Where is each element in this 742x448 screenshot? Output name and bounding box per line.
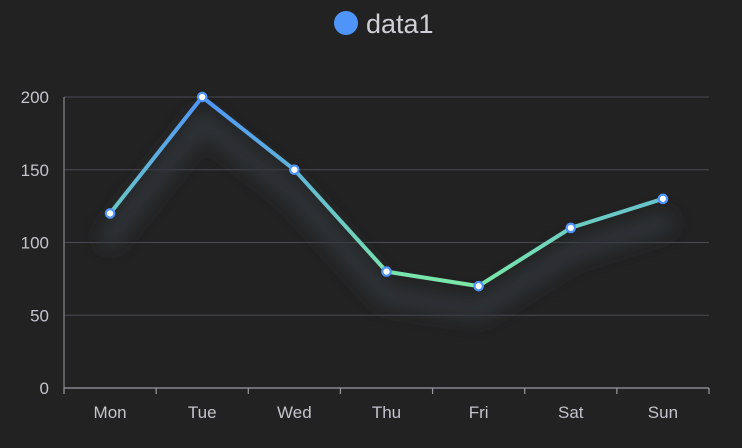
x-tick-label: Sun [648, 403, 678, 422]
legend[interactable]: data1 [334, 9, 434, 39]
x-tick-label: Tue [188, 403, 217, 422]
y-tick-label: 50 [30, 306, 49, 325]
legend-label-data1: data1 [366, 9, 434, 39]
y-tick-label: 200 [21, 88, 49, 107]
y-tick-label: 0 [40, 379, 49, 398]
y-tick-label: 100 [21, 234, 49, 253]
data-point[interactable] [657, 193, 669, 205]
series-shadow [100, 111, 673, 321]
data-point[interactable] [196, 91, 208, 103]
data-points[interactable] [104, 91, 669, 292]
data-point[interactable] [381, 266, 392, 277]
data-point[interactable] [289, 164, 300, 176]
x-tick-label: Thu [372, 403, 401, 422]
x-tick-label: Wed [277, 403, 312, 422]
data-point[interactable] [565, 222, 577, 234]
line-shadow [100, 111, 673, 321]
data-point[interactable] [473, 280, 484, 292]
y-axis: 0 50 100 150 200 [21, 88, 65, 398]
data-point[interactable] [104, 208, 116, 219]
x-tick-label: Sat [558, 403, 584, 422]
y-tick-label: 150 [21, 161, 49, 180]
legend-marker-data1 [334, 11, 358, 35]
x-tick-label: Fri [469, 403, 489, 422]
x-tick-label: Mon [94, 403, 127, 422]
x-axis: Mon Tue Wed Thu Fri Sat Sun [63, 387, 710, 422]
